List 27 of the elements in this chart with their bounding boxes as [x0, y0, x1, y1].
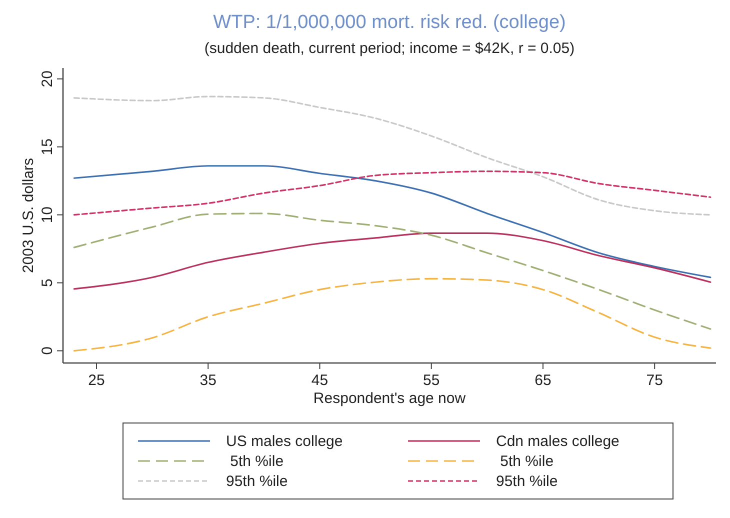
line-series [73, 232, 712, 290]
line-series [73, 212, 712, 330]
x-tick-label: 45 [311, 372, 328, 389]
legend-label: Cdn males college [496, 433, 620, 450]
x-tick-label: 65 [534, 372, 552, 389]
y-tick-label: 20 [39, 70, 56, 88]
line-series [73, 278, 712, 352]
line-series [73, 96, 712, 216]
legend-label: 5th %ile [496, 453, 554, 470]
chart-subtitle: (sudden death, current period; income = $42K, r = 0.05) [204, 40, 575, 57]
legend-label: 95th %ile [496, 473, 558, 490]
x-axis-title: Respondent's age now [313, 390, 466, 407]
line-series [73, 170, 712, 216]
y-axis-title: 2003 U.S. dollars [20, 158, 37, 274]
x-tick-label: 75 [646, 372, 663, 389]
x-tick-label: 35 [200, 372, 216, 389]
y-tick-label: 15 [39, 138, 56, 156]
y-tick-label: 5 [39, 278, 56, 287]
x-tick-label: 25 [88, 372, 105, 389]
x-tick-label: 55 [423, 372, 440, 389]
legend-label: 5th %ile [226, 453, 284, 470]
legend-label: 95th %ile [226, 473, 288, 490]
y-tick-label: 10 [39, 206, 56, 224]
line-series [73, 165, 712, 278]
legend-label: US males college [226, 433, 343, 450]
chart-title: WTP: 1/1,000,000 mort. risk red. (college) [213, 12, 566, 33]
y-tick-label: 0 [39, 346, 56, 355]
